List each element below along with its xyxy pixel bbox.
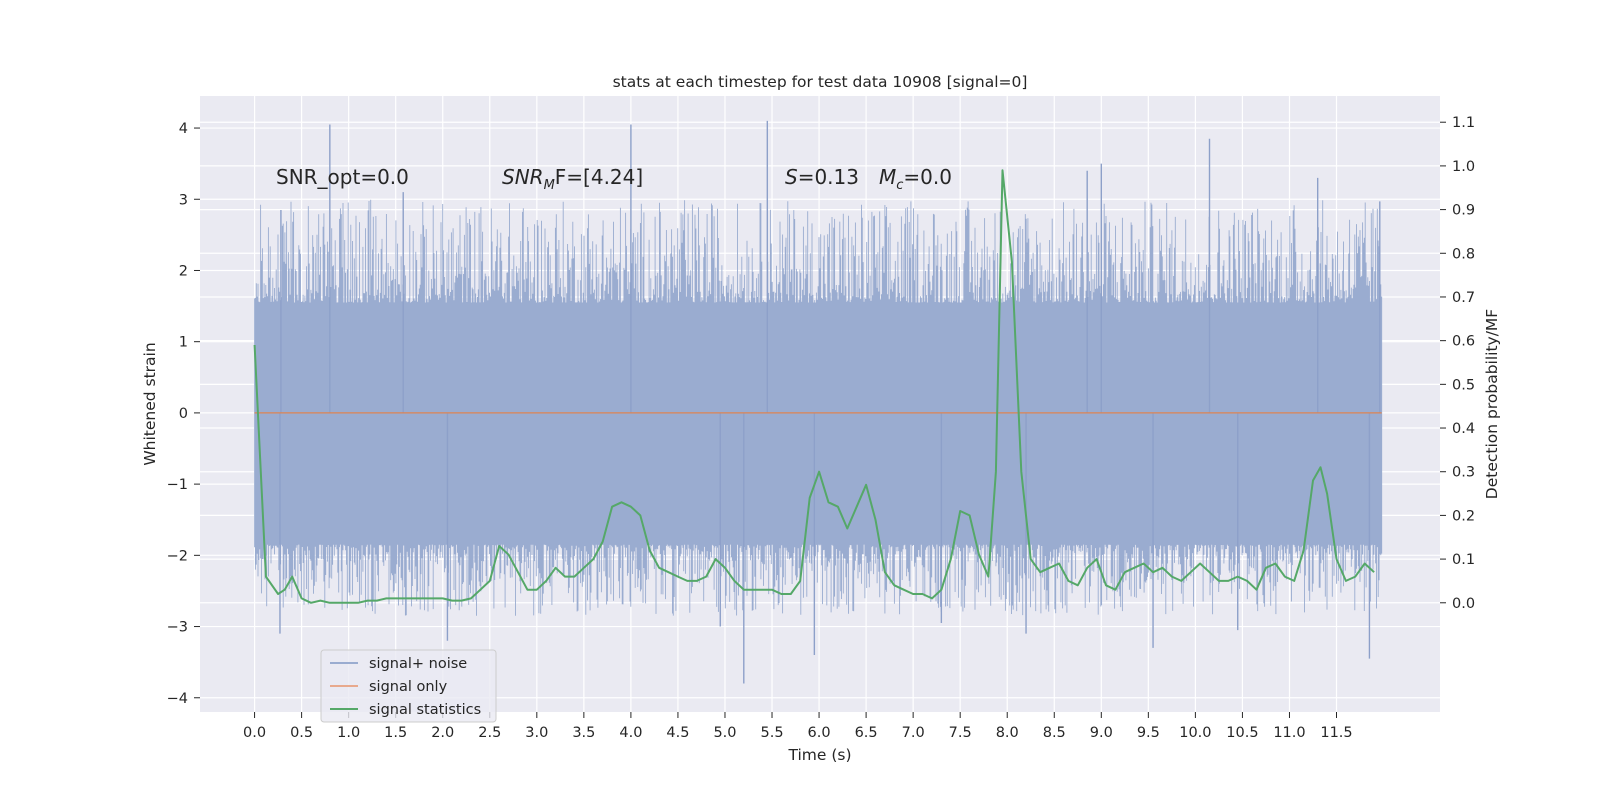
x-tick-label: 9.0 [1090,725,1113,741]
y2-tick-label: 1.1 [1452,115,1475,131]
y-tick-label: −3 [167,620,188,636]
y-axis-ticks: −4 −3 −2 −1 0 1 2 3 4 [167,121,200,707]
y2-tick-label: 0.5 [1452,377,1475,393]
snr-mf-annotation: SNRMF=[4.24] [502,165,643,193]
x-tick-label: 0.5 [290,725,313,741]
y2-tick-label: 0.9 [1452,203,1475,219]
signal-plus-noise-series [254,120,1383,684]
x-tick-label: 2.0 [431,725,454,741]
x-tick-label: 10.0 [1179,725,1211,741]
x-tick-label: 1.0 [337,725,360,741]
legend-label-signal-plus-noise: signal+ noise [369,656,467,672]
x-tick-label: 4.0 [619,725,642,741]
x-tick-label: 5.0 [713,725,736,741]
mc-subscript: c [896,178,903,193]
x-tick-label: 11.0 [1273,725,1305,741]
y-tick-label: 0 [179,406,188,422]
x-tick-label: 5.5 [760,725,783,741]
y2-tick-label: 0.4 [1452,421,1475,437]
x-tick-label: 4.5 [666,725,689,741]
x-tick-label: 3.0 [525,725,548,741]
chart-title: stats at each timestep for test data 109… [613,73,1028,91]
y-tick-label: −4 [167,691,188,707]
signal-statistics-series [253,169,1375,604]
y-axis-label: Whitened strain [141,342,159,465]
y2-axis-ticks: 0.0 0.1 0.2 0.3 0.4 0.5 0.6 0.7 0.8 0.9 1.0 1.1 [1440,115,1475,612]
x-tick-label: 7.5 [949,725,972,741]
y-tick-label: 3 [179,192,188,208]
y2-tick-label: 0.8 [1452,246,1475,262]
snr-mf-value: F=[4.24] [555,165,643,189]
x-tick-label: 0.0 [243,725,266,741]
legend-label-signal-statistics: signal statistics [369,702,481,718]
x-tick-label: 7.0 [902,725,925,741]
mc-value: =0.0 [903,165,952,189]
noise-spikes [254,199,1383,616]
x-tick-label: 6.0 [808,725,831,741]
y2-tick-label: 0.7 [1452,290,1475,306]
s-symbol: S [785,165,798,189]
y-tick-label: 2 [179,263,188,279]
x-tick-label: 8.0 [996,725,1019,741]
x-tick-label: 1.5 [384,725,407,741]
legend-box [320,649,497,723]
y-tick-label: −1 [167,477,188,493]
y2-tick-label: 0.6 [1452,334,1475,350]
x-tick-label: 6.5 [855,725,878,741]
s-value: =0.13 [798,165,859,189]
x-tick-label: 2.5 [478,725,501,741]
mc-annotation: Mc=0.0 [879,165,952,193]
y2-tick-label: 1.0 [1452,159,1475,175]
legend-label-signal-only: signal only [369,679,448,695]
y-tick-label: −2 [167,548,188,564]
x-tick-label: 9.5 [1137,725,1160,741]
legend: signal+ noise signal only signal statist… [320,649,497,723]
y2-axis-label: Detection probability/MF [1483,309,1501,500]
snr-mf-subscript: M [544,178,555,193]
signal-statistics-line [253,169,1375,604]
y2-tick-label: 0.3 [1452,465,1475,481]
s-annotation: S=0.13 [785,165,859,189]
x-tick-label: 11.5 [1320,725,1352,741]
x-tick-label: 3.5 [572,725,595,741]
y-tick-label: 4 [179,121,188,137]
y-tick-label: 1 [179,335,188,351]
x-tick-label: 10.5 [1226,725,1258,741]
mc-symbol: M [879,165,896,189]
x-axis-ticks: 0.0 0.5 1.0 1.5 2.0 2.5 3.0 3.5 4.0 4.5 5.0 5.5 6.0 6… [243,712,1353,741]
x-tick-label: 8.5 [1043,725,1066,741]
x-axis-label: Time (s) [787,746,851,764]
snr-mf-symbol: SNR [502,165,544,189]
y2-tick-label: 0.2 [1452,508,1475,524]
y2-tick-label: 0.1 [1452,552,1475,568]
snr-opt-annotation: SNR_opt=0.0 [276,165,409,189]
y2-tick-label: 0.0 [1452,596,1475,612]
